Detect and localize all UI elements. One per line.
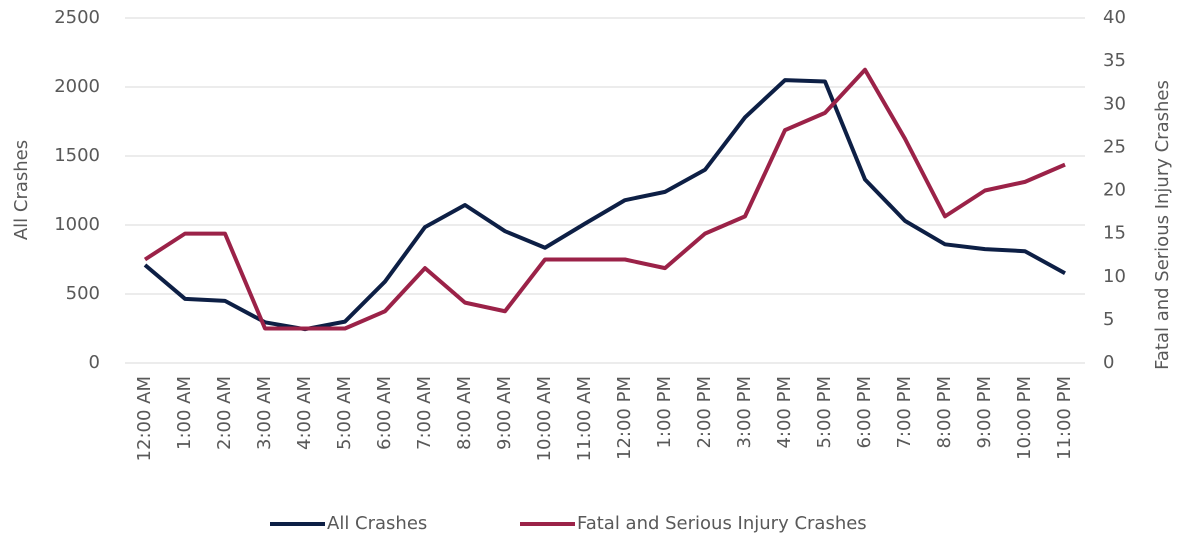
y2-axis-label: Fatal and Serious Injury Crashes bbox=[1152, 80, 1173, 370]
x-tick-label: 1:00 PM bbox=[654, 376, 675, 449]
x-tick-label: 8:00 PM bbox=[934, 376, 955, 449]
x-tick-label: 7:00 PM bbox=[894, 376, 915, 449]
x-tick-label: 12:00 AM bbox=[134, 376, 155, 461]
y2-tick-label: 10 bbox=[1103, 266, 1126, 287]
x-tick-label: 9:00 AM bbox=[494, 376, 515, 450]
y2-tick-label: 25 bbox=[1103, 136, 1126, 157]
x-tick-label: 1:00 AM bbox=[174, 376, 195, 450]
y2-tick-label: 5 bbox=[1103, 309, 1114, 330]
y2-tick-label: 35 bbox=[1103, 50, 1126, 71]
y-tick-label: 2000 bbox=[54, 76, 100, 97]
series-line bbox=[143, 67, 1066, 331]
y-tick-label: 500 bbox=[66, 283, 100, 304]
series-line bbox=[143, 78, 1066, 332]
y-tick-label: 0 bbox=[89, 352, 100, 373]
y-axis-label: All Crashes bbox=[11, 140, 32, 240]
x-tick-label: 2:00 PM bbox=[694, 376, 715, 449]
x-tick-label: 2:00 AM bbox=[214, 376, 235, 450]
y-tick-label: 1000 bbox=[54, 214, 100, 235]
x-tick-label: 6:00 PM bbox=[854, 376, 875, 449]
y2-tick-label: 20 bbox=[1103, 180, 1126, 201]
x-tick-label: 4:00 PM bbox=[774, 376, 795, 449]
x-tick-label: 4:00 AM bbox=[294, 376, 315, 450]
y2-tick-label: 30 bbox=[1103, 93, 1126, 114]
x-tick-label: 10:00 AM bbox=[534, 376, 555, 461]
x-tick-label: 7:00 AM bbox=[414, 376, 435, 450]
x-tick-label: 8:00 AM bbox=[454, 376, 475, 450]
legend-label: Fatal and Serious Injury Crashes bbox=[577, 513, 867, 534]
y-tick-label: 2500 bbox=[54, 7, 100, 28]
x-tick-label: 11:00 PM bbox=[1054, 376, 1075, 460]
x-tick-label: 10:00 PM bbox=[1014, 376, 1035, 460]
x-tick-label: 12:00 PM bbox=[614, 376, 635, 460]
x-tick-label: 9:00 PM bbox=[974, 376, 995, 449]
x-tick-label: 5:00 PM bbox=[814, 376, 835, 449]
x-tick-label: 3:00 PM bbox=[734, 376, 755, 449]
x-tick-label: 5:00 AM bbox=[334, 376, 355, 450]
legend-label: All Crashes bbox=[327, 513, 427, 534]
y-tick-label: 1500 bbox=[54, 145, 100, 166]
y2-tick-label: 40 bbox=[1103, 7, 1126, 28]
y2-tick-label: 15 bbox=[1103, 223, 1126, 244]
x-tick-label: 11:00 AM bbox=[574, 376, 595, 461]
y2-tick-label: 0 bbox=[1103, 352, 1114, 373]
x-tick-label: 6:00 AM bbox=[374, 376, 395, 450]
x-tick-label: 3:00 AM bbox=[254, 376, 275, 450]
